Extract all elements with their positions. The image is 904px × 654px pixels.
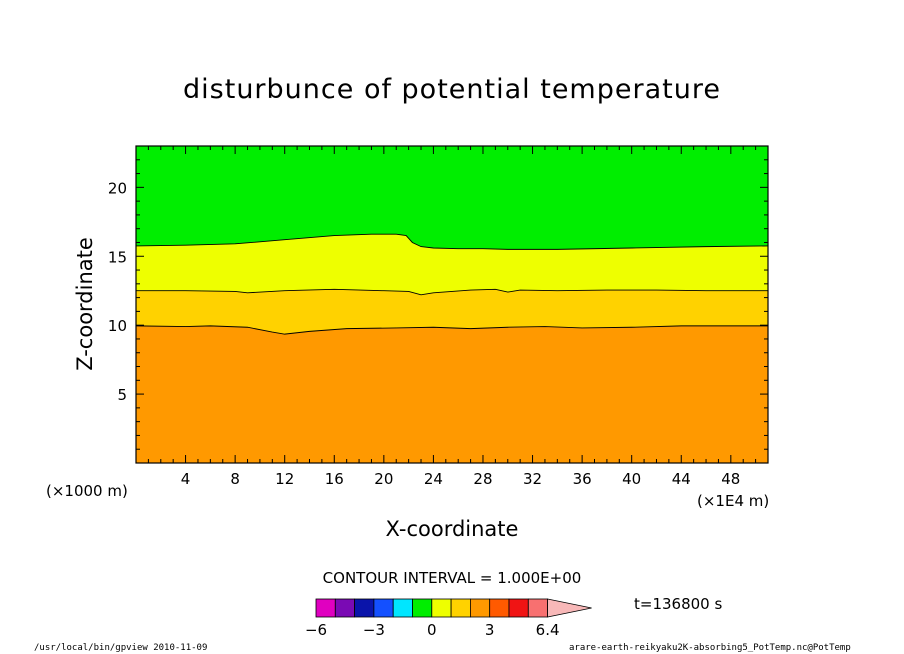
contour-line-1 — [135, 325, 768, 335]
x-unit-right: (×1E4 m) — [697, 492, 769, 510]
colorbar-swatch — [392, 598, 413, 618]
contour-line-3 — [135, 233, 769, 250]
colorbar-swatch — [508, 598, 529, 618]
x-tick-label: 20 — [374, 470, 393, 488]
x-axis: 4 8 12 16 20 24 28 32 36 40 44 48 — [147, 146, 769, 488]
x-tick-label: 40 — [622, 470, 641, 488]
contour-bands — [136, 146, 768, 463]
colorbar-swatch — [315, 598, 336, 618]
y-axis-label: Z-coordinate — [73, 237, 97, 371]
colorbar-swatch — [469, 598, 491, 618]
colorbar-swatch — [431, 598, 452, 618]
colorbar-swatch — [527, 598, 548, 618]
contour-interval-label: CONTOUR INTERVAL = 1.000E+00 — [323, 569, 582, 587]
x-tick-label: 48 — [721, 470, 740, 488]
x-unit-left: (×1000 m) — [46, 482, 128, 500]
colorbar-tick-label: −6 — [305, 621, 327, 639]
colorbar-swatch — [334, 598, 355, 618]
time-label: t=136800 s — [634, 595, 722, 613]
y-tick-label: 20 — [108, 179, 127, 197]
x-tick-label: 36 — [573, 470, 592, 488]
x-tick-label: 12 — [275, 470, 294, 488]
colorbar-extend-arrow — [547, 598, 592, 618]
colorbar-swatch — [489, 598, 510, 618]
chart-title: disturbunce of potential temperature — [183, 74, 721, 105]
footer-left: /usr/local/bin/gpview 2010-11-09 — [34, 643, 208, 653]
colorbar-tick-label: 3 — [485, 621, 495, 639]
contour-lines — [135, 233, 769, 335]
y-axis: 5 10 15 20 — [108, 159, 768, 450]
plot-frame — [135, 145, 769, 464]
x-tick-label: 24 — [424, 470, 443, 488]
colorbar-swatch — [354, 598, 375, 618]
y-tick-label: 10 — [108, 317, 127, 335]
x-axis-label: X-coordinate — [386, 517, 519, 541]
colorbar-swatch — [450, 598, 471, 618]
colorbar-swatch — [412, 598, 433, 618]
x-tick-label: 32 — [523, 470, 542, 488]
colorbar-tick-label: 0 — [427, 621, 437, 639]
colorbar-tick-label: −3 — [363, 621, 385, 639]
footer-right: arare-earth-reikyaku2K-absorbing5_PotTem… — [569, 643, 851, 653]
x-tick-label: 28 — [473, 470, 492, 488]
colorbar-swatch — [373, 598, 394, 618]
colorbar-tick-label: 6.4 — [536, 621, 560, 639]
contour-line-2 — [136, 288, 768, 296]
x-tick-label: 8 — [230, 470, 240, 488]
x-tick-label: 16 — [325, 470, 344, 488]
contour-band-1 — [136, 325, 768, 463]
y-tick-label: 15 — [108, 248, 127, 266]
x-tick-label: 4 — [181, 470, 191, 488]
y-tick-label: 5 — [117, 386, 127, 404]
colorbar: −6 −3 0 3 6.4 — [305, 598, 592, 639]
x-tick-label: 44 — [672, 470, 691, 488]
